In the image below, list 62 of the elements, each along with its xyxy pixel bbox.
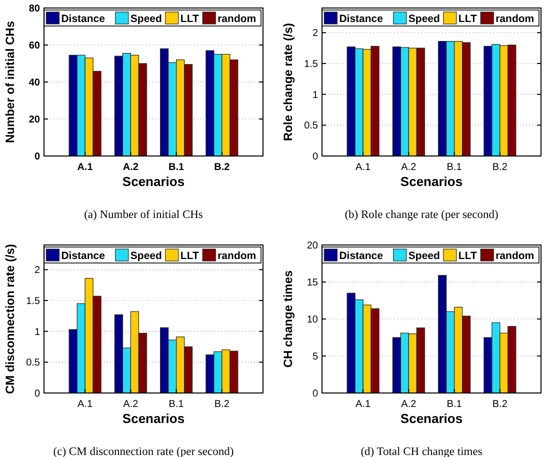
legend-label: random	[496, 250, 534, 262]
text: (b) Role change rate (per second)	[344, 209, 498, 221]
y-tick-label: 0	[312, 388, 318, 400]
y-tick-label: 2	[312, 28, 318, 40]
y-tick-label: 0	[34, 388, 40, 400]
y-tick-label: 1	[34, 326, 40, 338]
x-tick-label: A.2	[122, 162, 139, 173]
legend-label: LLT	[458, 250, 478, 262]
x-tick-label: B.2	[214, 399, 230, 410]
y-tick-label: 80	[28, 4, 40, 14]
legend-label: random	[218, 13, 256, 25]
legend-label: Speed	[130, 13, 162, 25]
legend-label: Speed	[408, 13, 440, 25]
x-axis-title: Scenarios	[122, 174, 185, 189]
y-tick-label: 0.5	[26, 358, 40, 369]
x-axis-title: Scenarios	[400, 411, 463, 426]
y-axis-title: Number of initial CHs	[3, 20, 17, 144]
x-tick-label: A.1	[77, 162, 94, 173]
y-tick-label: 0.5	[304, 120, 318, 132]
y-tick-label: 10	[306, 314, 318, 326]
x-tick-label: B.2	[214, 162, 230, 173]
y-tick-label: 15	[306, 278, 318, 288]
legend-label: Distance	[61, 250, 106, 262]
x-tick-label: B.2	[492, 162, 508, 173]
y-tick-label: 1.5	[304, 59, 318, 70]
legend-label: Speed	[408, 250, 440, 262]
x-tick-label: B.1	[168, 399, 184, 410]
x-tick-label: B.1	[446, 399, 462, 410]
y-tick-label: 1.5	[26, 296, 40, 307]
y-axis-title: Role change rate (/s)	[281, 22, 295, 142]
y-tick-label: 0	[312, 152, 318, 162]
x-tick-label: B.1	[168, 162, 185, 173]
legend-label: LLT	[180, 13, 200, 25]
legend-label: random	[496, 13, 534, 25]
y-tick-label: 0	[34, 152, 40, 162]
y-tick-label: 60	[28, 40, 40, 52]
x-axis-title: Scenarios	[400, 174, 463, 189]
x-tick-label: A.1	[356, 399, 372, 410]
y-tick-label: 40	[28, 78, 40, 88]
legend-label: Distance	[339, 13, 384, 25]
legend-label: Speed	[130, 250, 162, 262]
x-axis-title: Scenarios	[122, 411, 185, 426]
legend-label: Distance	[339, 250, 384, 262]
x-tick-label: B.1	[446, 162, 462, 173]
legend-label: LLT	[180, 250, 200, 262]
legend-label: Distance	[61, 13, 106, 25]
x-tick-label: A.1	[356, 162, 372, 173]
y-tick-label: 2	[34, 265, 40, 276]
legend-label: random	[218, 250, 256, 262]
x-tick-label: A.1	[78, 399, 94, 410]
y-tick-label: 1	[312, 90, 318, 101]
legend-label: LLT	[458, 13, 478, 25]
text: (a) Number of initial CHs	[84, 209, 204, 221]
y-tick-label: 20	[306, 240, 318, 252]
y-tick-label: 5	[312, 352, 318, 362]
x-tick-label: B.2	[492, 399, 508, 410]
y-tick-label: 20	[28, 114, 40, 126]
x-tick-label: A.2	[123, 399, 139, 410]
y-axis-title: CM disconnection rate (/s)	[3, 244, 17, 394]
y-axis-title: CH change times	[281, 270, 295, 368]
x-tick-label: A.2	[401, 399, 417, 410]
x-tick-label: A.2	[401, 162, 417, 173]
